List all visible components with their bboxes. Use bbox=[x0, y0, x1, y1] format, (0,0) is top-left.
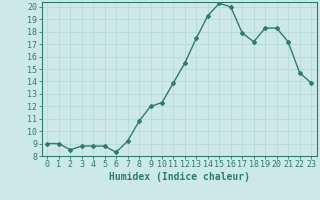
X-axis label: Humidex (Indice chaleur): Humidex (Indice chaleur) bbox=[109, 172, 250, 182]
